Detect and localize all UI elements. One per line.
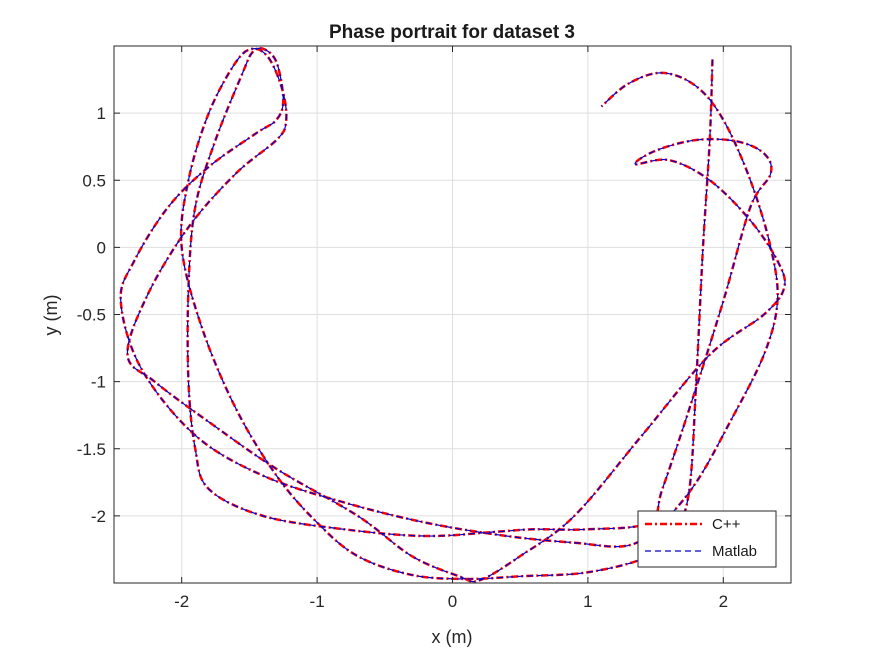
grid-lines (114, 46, 791, 583)
chart-title: Phase portrait for dataset 3 (329, 22, 575, 43)
y-tick-label: -2 (91, 507, 106, 526)
y-tick-label: 1 (97, 104, 106, 123)
legend-label-matlab: Matlab (712, 543, 757, 560)
legend-label-cpp: C++ (712, 516, 741, 533)
x-tick-label: 1 (583, 592, 592, 611)
y-tick-label: -1.5 (77, 440, 106, 459)
legend: C++ Matlab (637, 510, 777, 568)
x-tick-label: 2 (719, 592, 728, 611)
legend-box (637, 510, 777, 568)
x-tick-label: 0 (448, 592, 457, 611)
data-curves (119, 46, 787, 583)
y-axis-label: y (m) (41, 295, 61, 336)
x-axis-label: x (m) (432, 627, 473, 647)
y-tick-label: -0.5 (77, 306, 106, 325)
y-tick-label: -1 (91, 373, 106, 392)
axis-ticks: -2 -1 0 1 2 -2 -1.5 -1 -0.5 0 0.5 1 (77, 46, 791, 611)
y-tick-label: 0 (97, 238, 106, 257)
x-tick-label: -2 (174, 592, 189, 611)
x-tick-label: -1 (310, 592, 325, 611)
y-tick-label: 0.5 (82, 171, 106, 190)
series-line-matlab (120, 47, 786, 583)
